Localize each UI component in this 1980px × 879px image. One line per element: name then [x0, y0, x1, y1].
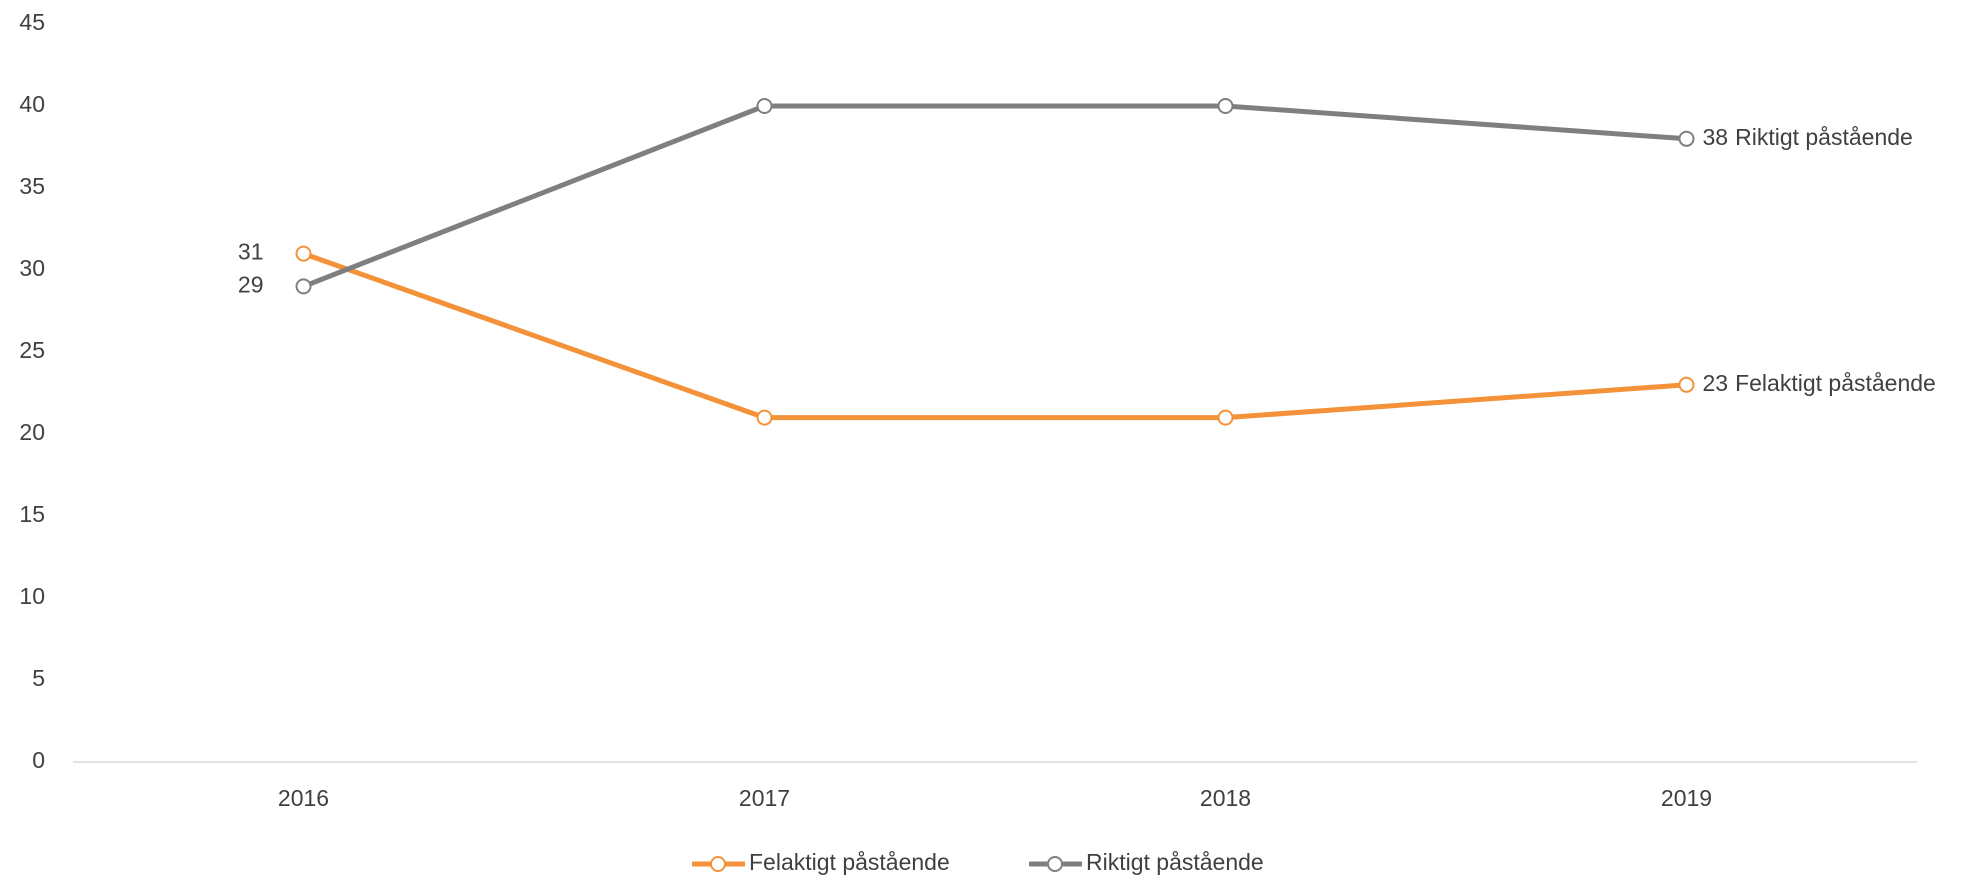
x-tick-label: 2018: [1200, 785, 1251, 811]
data-label-value: 38: [1703, 124, 1729, 150]
y-tick-label: 15: [19, 501, 45, 527]
data-label: 29: [238, 271, 264, 297]
data-label-value: 23: [1703, 370, 1729, 396]
point-marker: [1217, 409, 1234, 426]
point-marker: [295, 278, 312, 295]
point-marker: [1217, 98, 1234, 114]
data-label: 31: [238, 239, 264, 265]
y-tick-label: 35: [19, 173, 45, 199]
legend-marker: [710, 856, 726, 872]
series-line: [302, 251, 1687, 421]
y-tick-label: 25: [19, 337, 45, 363]
legend-marker: [1047, 856, 1063, 872]
y-tick-label: 40: [19, 91, 45, 117]
point-marker: [756, 98, 773, 114]
point-marker: [1678, 376, 1695, 393]
data-label-series: Riktigt påstående: [1735, 124, 1913, 150]
series-line: [302, 103, 1687, 289]
legend-label: Riktigt påstående: [1086, 849, 1264, 875]
legend-label: Felaktigt påstående: [749, 849, 950, 875]
point-marker: [756, 409, 773, 426]
x-tick-label: 2019: [1661, 785, 1712, 811]
y-tick-label: 5: [32, 665, 45, 691]
y-tick-label: 30: [19, 255, 45, 281]
y-tick-label: 45: [19, 9, 45, 35]
y-tick-label: 10: [19, 583, 45, 609]
point-marker: [1678, 130, 1695, 147]
y-tick-label: 20: [19, 419, 45, 445]
x-tick-label: 2016: [278, 785, 329, 811]
data-label-series: Felaktigt påstående: [1735, 370, 1936, 396]
data-label: 38 Riktigt påstående: [1703, 124, 1913, 150]
point-marker: [295, 245, 312, 262]
x-tick-label: 2017: [739, 785, 790, 811]
data-label: 23 Felaktigt påstående: [1703, 370, 1936, 396]
y-tick-label: 0: [32, 747, 45, 773]
